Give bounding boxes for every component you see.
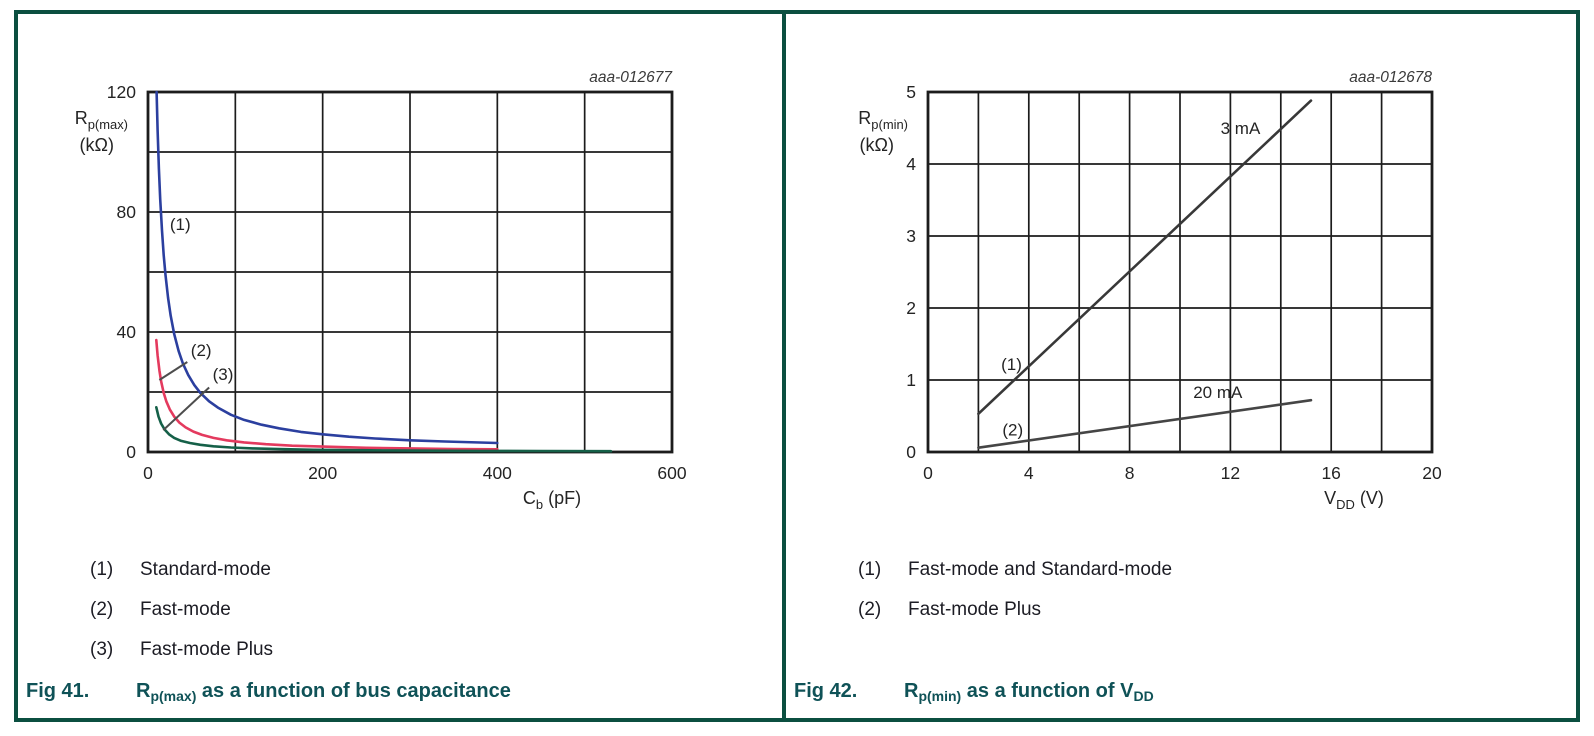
caption-text: as a function of bus capacitance <box>196 679 511 702</box>
y-axis-title: Rp(min) <box>858 108 908 132</box>
fig42-legend: (1) Fast-mode and Standard-mode (2) Fast-mo… <box>858 550 1576 630</box>
leader-line <box>162 386 210 431</box>
legend-number: (3) <box>90 639 114 660</box>
fig41-chart: (1) (2)(3) 0 200 400 600 0 40 80 120 aaa-012677 Rp(… <box>75 69 687 512</box>
fig41-number: Fig 41. <box>26 679 90 702</box>
plot-id-label: aaa-012678 <box>1349 69 1432 86</box>
y-axis-unit: (kΩ) <box>860 135 894 155</box>
figure-frame: (1) (2) (3) 0 200 400 600 0 40 80 120 aaa-012677 Rp(… <box>14 10 1580 722</box>
curve-label: 3 mA <box>1221 119 1261 138</box>
legend-number: (2) <box>858 599 882 620</box>
fig42-title: Rp(min) as a function of VDD <box>904 679 1154 704</box>
caption-text: R <box>904 679 919 702</box>
fig42-number: Fig 42. <box>794 679 858 702</box>
curve-label: (3) <box>213 365 234 384</box>
legend-item: (3) Fast-mode Plus <box>90 630 782 670</box>
grid <box>147 91 673 453</box>
caption-text: R <box>136 679 151 702</box>
curve-label: (2) <box>1002 421 1023 440</box>
x-axis-title: VDD (V) <box>1324 488 1384 512</box>
y-axis-unit: (kΩ) <box>80 135 114 155</box>
y-tick-label: 4 <box>906 154 916 174</box>
caption-text: as a function of V <box>961 679 1134 702</box>
legend-item: (1) Fast-mode and Standard-mode <box>858 550 1576 590</box>
x-tick-label: 8 <box>1125 463 1135 483</box>
y-tick-label: 40 <box>117 322 137 342</box>
legend-label: Fast-mode Plus <box>908 599 1042 620</box>
y-tick-label: 3 <box>906 226 916 246</box>
curve-label: (2) <box>191 341 212 360</box>
x-axis-title: Cb (pF) <box>523 488 581 512</box>
x-tick-label: 400 <box>483 463 512 483</box>
legend-number: (2) <box>90 599 114 620</box>
legend-label: Fast-mode Plus <box>140 639 274 660</box>
y-tick-label: 2 <box>906 298 916 318</box>
legend-number: (1) <box>90 559 114 580</box>
x-tick-label: 200 <box>308 463 337 483</box>
y-tick-label: 0 <box>906 442 916 462</box>
x-tick-label: 0 <box>923 463 933 483</box>
fig42-panel: 3 mA (1) 20 mA (2) 0 4 8 12 16 20 0 1 2 3 4 5 aaa-012678… <box>786 14 1576 718</box>
series-fast-mode <box>155 338 499 451</box>
legend-item: (2) Fast-mode Plus <box>858 590 1576 630</box>
plot-id-label: aaa-012677 <box>589 69 673 86</box>
plot-border <box>146 90 674 454</box>
series-standard-mode <box>155 90 499 445</box>
legend-label: Fast-mode <box>140 599 231 620</box>
fig41-legend: (1) Standard-mode (2) Fast-mode (3) Fast-mode… <box>90 550 782 670</box>
x-tick-label: 4 <box>1024 463 1034 483</box>
fig41-title: Rp(max) as a function of bus capacitance <box>136 679 511 704</box>
legend-number: (1) <box>858 559 882 580</box>
legend-item: (2) Fast-mode <box>90 590 782 630</box>
panel-divider <box>782 14 786 718</box>
fig42-chart: 3 mA(1)20 mA(2)0 4 8 12 16 20012345aaa-012678… <box>858 69 1442 512</box>
x-tick-label: 0 <box>143 463 153 483</box>
series-fast-mode-plus <box>155 405 613 453</box>
fig42-caption: Fig 42. Rp(min) as a function of VDD <box>794 680 1154 704</box>
legend-item: (1) Standard-mode <box>90 550 782 590</box>
y-tick-label: 1 <box>906 370 916 390</box>
caption-subscript: p(max) <box>150 688 197 704</box>
x-tick-label: 600 <box>657 463 686 483</box>
series-3-ma <box>977 99 1313 416</box>
x-tick-label: 12 <box>1221 463 1240 483</box>
y-axis-title: Rp(max) <box>75 108 128 132</box>
curve-label: 20 mA <box>1193 383 1243 402</box>
y-tick-label: 120 <box>107 82 136 102</box>
fig41-caption: Fig 41. Rp(max) as a function of bus capa… <box>26 680 511 704</box>
caption-subscript: p(min) <box>918 688 962 704</box>
caption-subscript: DD <box>1133 688 1154 704</box>
y-tick-label: 80 <box>117 202 137 222</box>
series-20-ma <box>977 398 1313 450</box>
plot-border <box>926 90 1434 454</box>
y-tick-label: 0 <box>126 442 136 462</box>
leader-line <box>158 361 188 381</box>
curve-label: (1) <box>170 215 191 234</box>
legend-label: Standard-mode <box>140 559 271 580</box>
y-tick-label: 5 <box>906 82 916 102</box>
legend-label: Fast-mode and Standard-mode <box>908 559 1173 580</box>
curve-label: (1) <box>1001 355 1022 374</box>
x-tick-label: 20 <box>1422 463 1442 483</box>
grid <box>927 91 1433 453</box>
x-tick-label: 16 <box>1321 463 1340 483</box>
fig41-panel: (1) (2) (3) 0 200 400 600 0 40 80 120 aaa-012677 Rp(… <box>18 14 782 718</box>
